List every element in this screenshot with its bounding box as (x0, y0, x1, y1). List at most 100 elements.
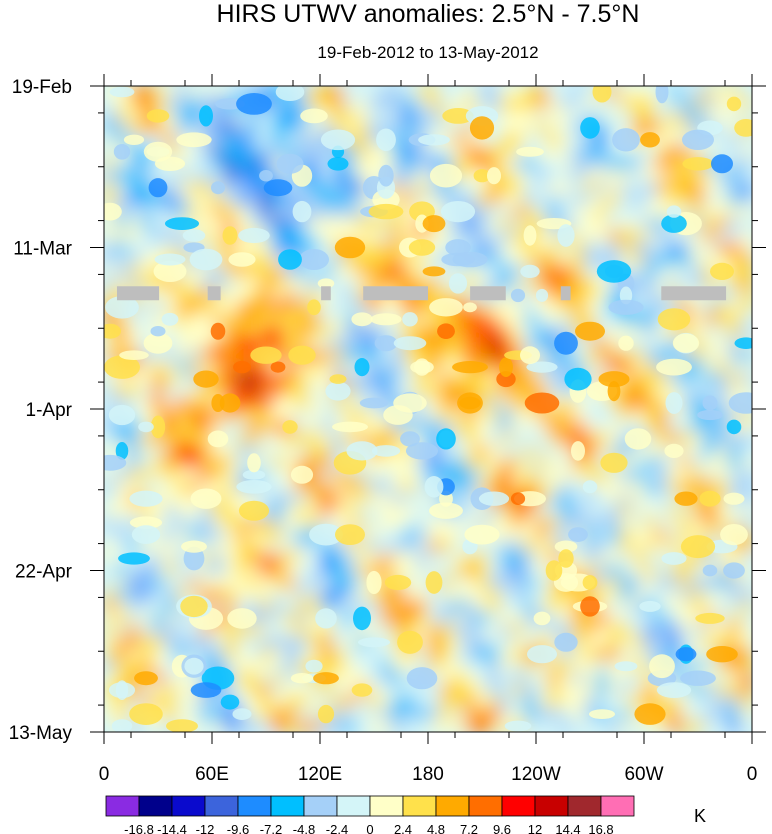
field-cell (728, 468, 741, 482)
field-cell (596, 576, 609, 590)
field-cell (560, 684, 573, 698)
field-cell (620, 672, 633, 686)
field-cell (536, 193, 549, 207)
field-cell (500, 480, 513, 494)
field-cell (656, 564, 669, 578)
field-blob (332, 421, 368, 433)
colorbar-level-label: 7.2 (460, 822, 478, 834)
field-cell (248, 145, 261, 159)
field-cell (308, 325, 321, 339)
field-cell (668, 576, 681, 590)
field-cell (296, 229, 309, 243)
field-cell (500, 708, 513, 722)
field-cell (524, 480, 537, 494)
field-cell (464, 564, 477, 578)
field-cell (368, 265, 381, 279)
field-cell (716, 600, 729, 614)
field-cell (584, 289, 597, 303)
field-cell (116, 181, 129, 195)
field-cell (140, 636, 153, 650)
field-cell (464, 708, 477, 722)
field-cell (536, 456, 549, 470)
field-cell (104, 672, 117, 686)
field-cell (704, 169, 717, 183)
field-cell (512, 636, 525, 650)
field-cell (284, 121, 297, 135)
field-blob (575, 321, 605, 341)
field-cell (596, 552, 609, 566)
field-cell (236, 385, 249, 399)
field-cell (740, 169, 752, 183)
field-cell (380, 516, 393, 530)
field-cell (452, 624, 465, 638)
field-cell (440, 456, 453, 470)
field-blob (354, 358, 370, 377)
field-blob (176, 132, 212, 148)
field-cell (344, 349, 357, 363)
field-cell (368, 612, 381, 626)
field-cell (380, 217, 393, 231)
field-cell (632, 397, 645, 410)
field-cell (524, 277, 537, 291)
field-cell (260, 277, 273, 291)
field-cell (716, 373, 729, 387)
field-cell (116, 265, 129, 279)
field-cell (356, 86, 369, 99)
field-cell (344, 552, 357, 566)
field-cell (668, 121, 681, 135)
field-cell (320, 349, 333, 363)
field-cell (260, 133, 273, 147)
field-cell (344, 480, 357, 494)
field-cell (260, 636, 273, 650)
field-cell (716, 349, 729, 363)
field-cell (332, 696, 345, 710)
field-cell (296, 277, 309, 291)
field-cell (716, 325, 729, 339)
field-cell (500, 504, 513, 518)
field-cell (548, 289, 561, 303)
field-cell (320, 576, 333, 590)
field-cell (488, 708, 501, 722)
field-cell (512, 397, 525, 410)
field-cell (380, 672, 393, 686)
field-cell (224, 552, 237, 566)
field-blob (150, 415, 166, 439)
field-cell (464, 169, 477, 183)
field-blob (282, 420, 298, 434)
field-cell (128, 636, 141, 650)
field-cell (296, 397, 309, 410)
field-blob (309, 523, 343, 546)
field-cell (308, 636, 321, 650)
field-cell (224, 181, 237, 195)
field-cell (104, 421, 117, 434)
field-cell (452, 313, 465, 327)
field-cell (380, 552, 393, 566)
field-cell (740, 648, 752, 662)
colorbar-swatch (336, 795, 371, 817)
field-blob (376, 128, 396, 152)
field-cell (632, 217, 645, 231)
field-cell (428, 456, 441, 470)
field-cell (272, 385, 285, 399)
field-cell (296, 624, 309, 638)
field-cell (116, 528, 129, 542)
field-cell (464, 480, 477, 494)
field-cell (152, 361, 165, 375)
field-cell (272, 229, 285, 243)
field-cell (140, 373, 153, 387)
field-cell (224, 564, 237, 578)
field-cell (404, 492, 417, 506)
colorbar-level-label: -2.4 (326, 822, 348, 834)
field-cell (428, 349, 441, 363)
field-cell (248, 325, 261, 339)
field-cell (500, 385, 513, 399)
field-cell (452, 588, 465, 602)
field-cell (236, 373, 249, 387)
field-cell (344, 181, 357, 195)
field-cell (368, 708, 381, 722)
field-cell (524, 624, 537, 638)
field-cell (632, 456, 645, 470)
field-cell (488, 624, 501, 638)
field-cell (704, 181, 717, 195)
field-cell (644, 86, 657, 99)
